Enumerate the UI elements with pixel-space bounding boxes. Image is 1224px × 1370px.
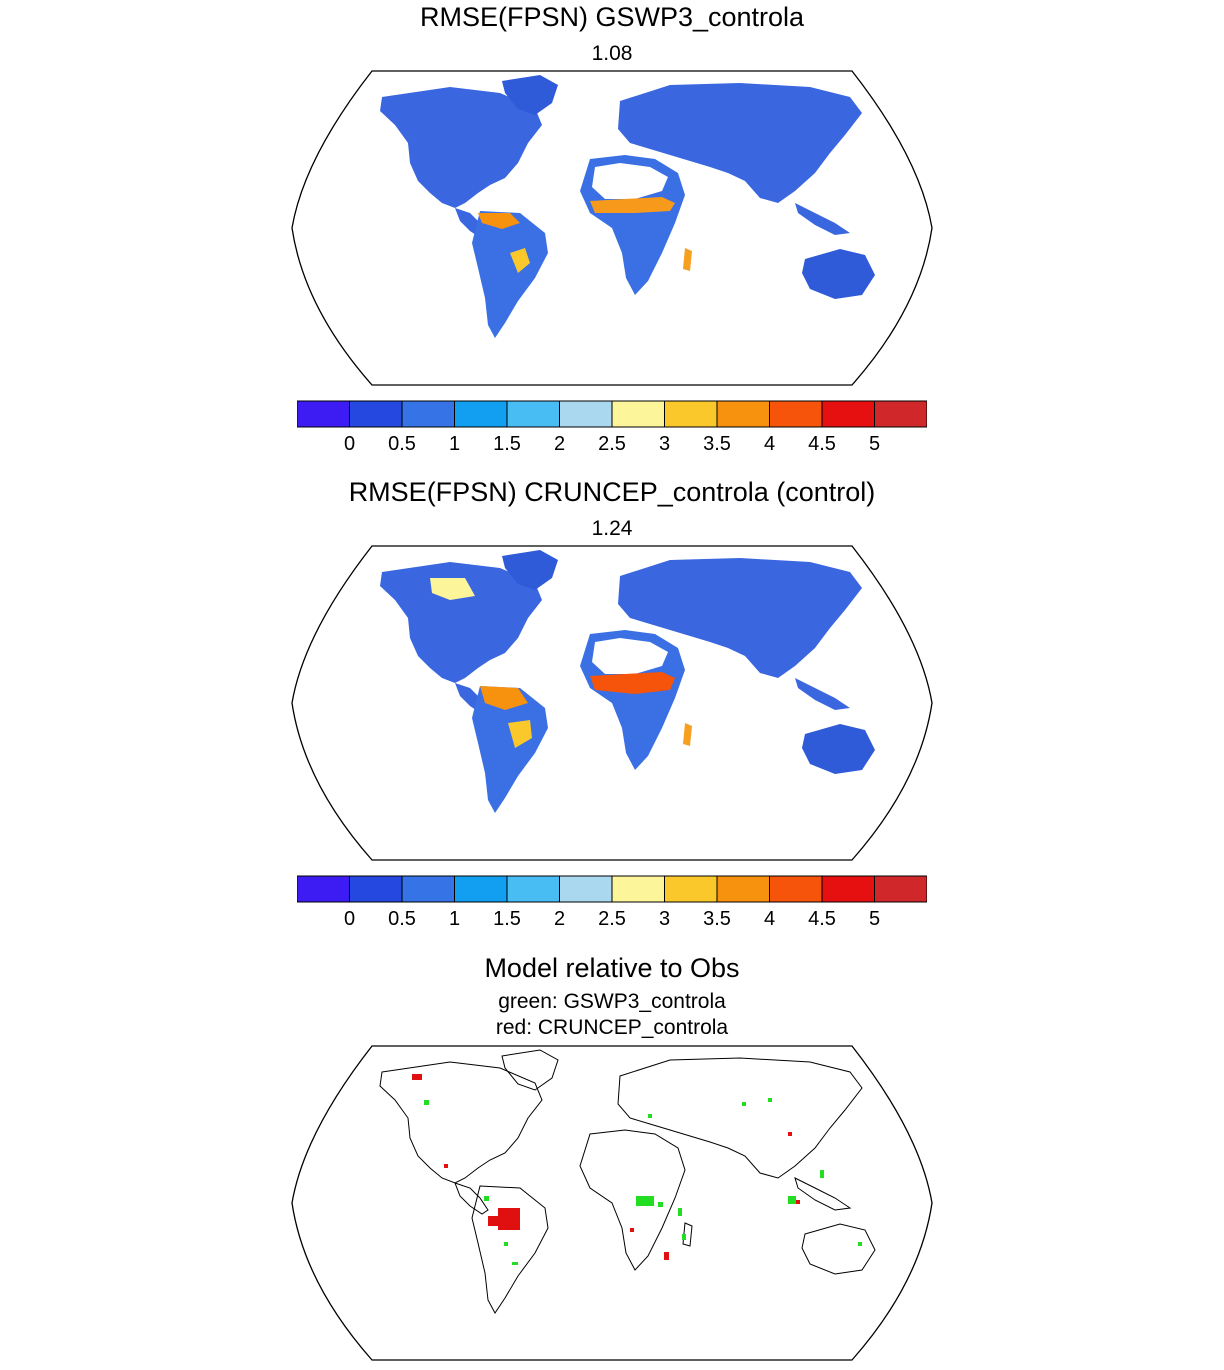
colorbar2-swatch-8 [716, 875, 770, 903]
colorbar1-swatch-2 [401, 400, 455, 428]
comparison-coastlines [379, 1049, 876, 1314]
panel1-colorbar: 0 0.5 1 1.5 2 2.5 3 3.5 4 4.5 5 [297, 400, 927, 455]
colorbar1-swatch-1 [349, 400, 403, 428]
red-cell-canada [412, 1074, 422, 1080]
colorbar1-swatch-10 [821, 400, 875, 428]
comparison-legend-red: red: CRUNCEP_controla [495, 1016, 729, 1039]
panel2-title: RMSE(FPSN) CRUNCEP_controla (control) [348, 477, 876, 507]
colorbar2-tick-label: 0 [344, 908, 355, 930]
colorbar2-swatch-10 [821, 875, 875, 903]
colorbar1-swatch-7 [664, 400, 718, 428]
panel2-colorbar: 0 0.5 1 1.5 2 2.5 3 3.5 4 4.5 5 [297, 875, 927, 930]
panel1-title: RMSE(FPSN) GSWP3_controla [419, 2, 805, 32]
comparison-legend-green: green: GSWP3_controla [498, 990, 726, 1013]
comparison-red-cells [412, 1074, 800, 1260]
panel2-land [380, 550, 875, 813]
colorbar1-swatch-8 [716, 400, 770, 428]
colorbar1-tick-label: 2 [554, 433, 565, 455]
panel1-land [380, 75, 875, 338]
red-cell-se-asia [796, 1200, 800, 1204]
colorbar2-tick-label: 3 [659, 908, 670, 930]
colorbar2-tick-label: 5 [869, 908, 880, 930]
colorbar2-tick-label: 2.5 [598, 908, 626, 930]
colorbar1-swatch-11 [874, 400, 927, 428]
colorbar2-swatch-9 [769, 875, 823, 903]
colorbar2-swatch-1 [349, 875, 403, 903]
colorbar2-tick-label: 4 [764, 908, 775, 930]
colorbar1-tick-label: 1.5 [493, 433, 521, 455]
colorbar1-tick-label: 4.5 [808, 433, 836, 455]
colorbar2-swatch-6 [611, 875, 665, 903]
red-cell-africa-west [630, 1228, 634, 1232]
red-cell-asia [788, 1132, 792, 1136]
colorbar1-tick-label: 3.5 [703, 433, 731, 455]
comparison-map [291, 1045, 933, 1361]
colorbar1-tick-label: 3 [659, 433, 670, 455]
green-cell-africa-3 [678, 1208, 682, 1216]
green-cell-siberia-2 [742, 1102, 746, 1106]
green-cell-south-america-2 [504, 1242, 508, 1246]
colorbar1-swatch-9 [769, 400, 823, 428]
colorbar1-swatch-5 [559, 400, 613, 428]
panel2-map [291, 545, 933, 861]
colorbar2-swatch-11 [874, 875, 927, 903]
green-cell-africa-central [636, 1196, 654, 1206]
green-cell-europe [648, 1114, 652, 1118]
colorbar2-swatch-4 [506, 875, 560, 903]
colorbar1-swatch-3 [454, 400, 508, 428]
green-cell-south-america-3 [512, 1262, 518, 1265]
colorbar2-swatch-7 [664, 875, 718, 903]
red-cell-amazon [498, 1208, 520, 1230]
panel1-map-border [291, 70, 933, 386]
red-cell-caribbean [444, 1164, 448, 1168]
colorbar1-swatch-6 [611, 400, 665, 428]
green-cell-south-america-1 [484, 1196, 489, 1201]
colorbar2-swatch-0 [297, 875, 350, 903]
colorbar1-swatch-0 [297, 400, 350, 428]
colorbar2-tick-label: 3.5 [703, 908, 731, 930]
colorbar1-tick-label: 2.5 [598, 433, 626, 455]
green-cell-siberia [768, 1098, 772, 1102]
colorbar2-tick-label: 1 [449, 908, 460, 930]
colorbar1-swatch-4 [506, 400, 560, 428]
colorbar2-tick-label: 0.5 [388, 908, 416, 930]
panel1-subtitle: 1.08 [591, 42, 633, 65]
panel2-subtitle: 1.24 [591, 517, 633, 540]
colorbar1-tick-label: 4 [764, 433, 775, 455]
panel1-map [291, 70, 933, 386]
colorbar2-swatch-3 [454, 875, 508, 903]
comparison-map-border [291, 1045, 933, 1361]
colorbar1-tick-label: 0.5 [388, 433, 416, 455]
green-cell-madagascar [682, 1234, 686, 1240]
comparison-title: Model relative to Obs [484, 953, 740, 983]
green-cell-canada [424, 1100, 429, 1105]
colorbar1-tick-label: 5 [869, 433, 880, 455]
panel2-map-border [291, 545, 933, 861]
colorbar1-tick-label: 0 [344, 433, 355, 455]
green-cell-australia [858, 1242, 862, 1246]
colorbar2-tick-label: 2 [554, 908, 565, 930]
colorbar2-tick-label: 4.5 [808, 908, 836, 930]
comparison-green-cells [424, 1098, 862, 1265]
green-cell-se-asia [788, 1196, 796, 1204]
red-cell-africa-south [664, 1252, 669, 1260]
colorbar2-swatch-5 [559, 875, 613, 903]
green-cell-se-asia-2 [820, 1170, 824, 1178]
red-cell-amazon-2 [488, 1216, 498, 1226]
green-cell-africa-2 [658, 1202, 663, 1207]
colorbar2-swatch-2 [401, 875, 455, 903]
colorbar2-tick-label: 1.5 [493, 908, 521, 930]
colorbar1-tick-label: 1 [449, 433, 460, 455]
